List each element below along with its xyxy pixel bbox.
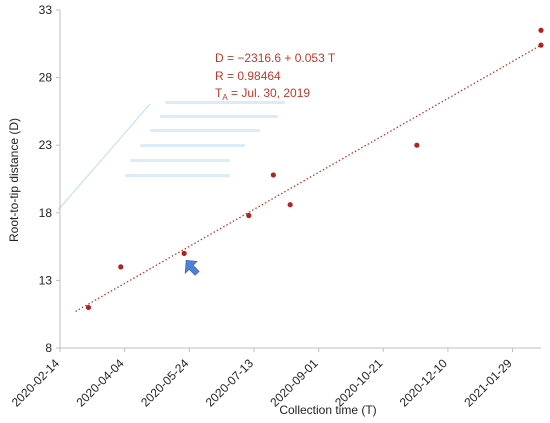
data-point (270, 172, 276, 178)
x-tick-label: 2021-01-29 (461, 356, 515, 410)
ghost-text-smudge (150, 129, 260, 132)
y-tick-label: 28 (39, 71, 53, 85)
data-point (538, 42, 544, 48)
y-tick-label: 18 (39, 206, 53, 220)
x-tick-label: 2020-07-13 (203, 356, 257, 410)
equation-line-3-subscript: A (222, 93, 228, 102)
ghost-text-smudge (125, 174, 230, 177)
y-tick-label: 13 (39, 273, 53, 287)
equation-line-1: D = −2316.6 + 0.053 T (215, 51, 336, 65)
equation-line-3-prefix: T (215, 86, 223, 100)
x-tick-label: 2020-02-14 (9, 356, 63, 410)
data-point (414, 142, 420, 148)
ghost-line (57, 103, 151, 211)
data-point (181, 250, 187, 256)
data-point (287, 202, 293, 208)
x-tick-label: 2020-10-21 (332, 356, 386, 410)
annotation-layer: D = −2316.6 + 0.053 T R = 0.98464 TA = J… (184, 51, 336, 276)
equation-line-2: R = 0.98464 (215, 69, 281, 83)
data-point (118, 264, 124, 270)
y-tick-label: 33 (39, 3, 53, 17)
x-tick-label: 2020-04-04 (73, 356, 127, 410)
highlight-arrow-icon (184, 260, 200, 276)
data-point (85, 304, 92, 311)
ghost-text-smudge (165, 101, 285, 104)
ghost-text-smudge (140, 144, 245, 147)
trendline (75, 44, 542, 313)
data-point (246, 212, 252, 219)
x-axis-title: Collection time (T) (279, 403, 376, 417)
ghost-overlay (57, 101, 285, 211)
trendline-layer (75, 44, 542, 313)
x-tick-label: 2020-12-10 (397, 356, 451, 410)
ghost-text-smudge (160, 115, 278, 118)
ghost-text-smudge (130, 159, 230, 162)
y-tick-label: 8 (45, 341, 52, 355)
y-tick-label: 23 (39, 138, 53, 152)
x-tick-label: 2020-05-24 (138, 356, 192, 410)
equation-line-3: TA = Jul. 30, 2019 (215, 86, 310, 102)
points-layer (85, 27, 544, 311)
equation-line-3-rest: = Jul. 30, 2019 (228, 86, 311, 100)
data-point (538, 27, 544, 33)
x-tick-label: 2020-09-01 (267, 356, 321, 410)
y-axis-title: Root-to-tip distance (D) (7, 118, 21, 242)
